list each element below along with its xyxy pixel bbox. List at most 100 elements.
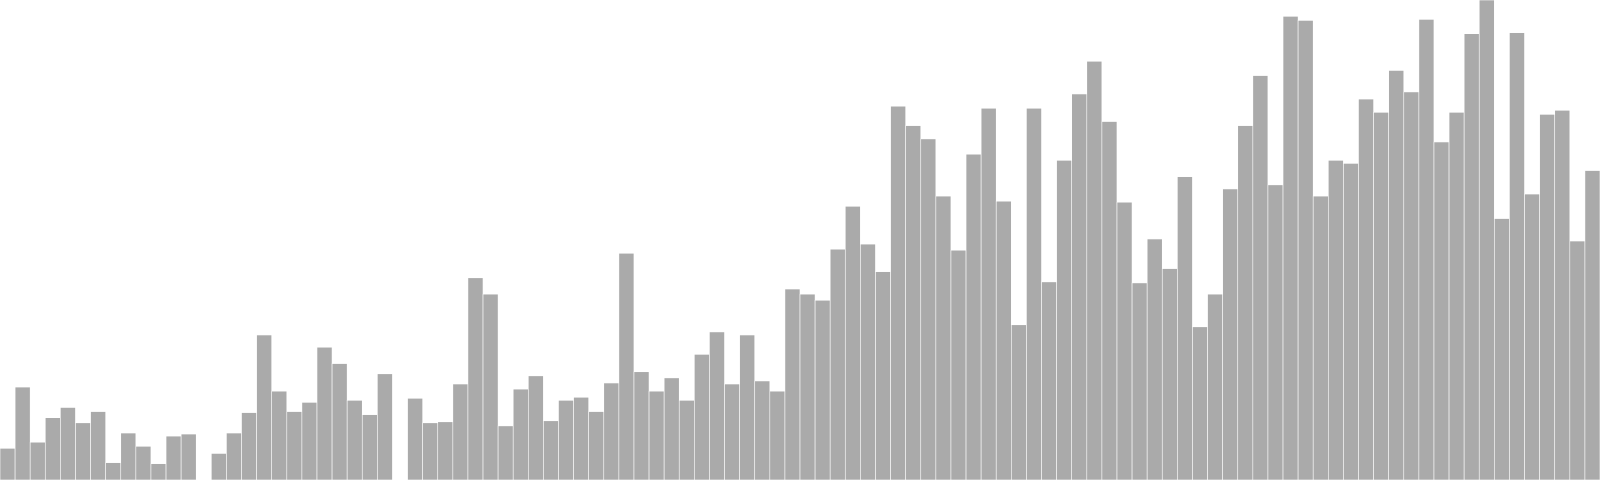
bar [724, 383, 740, 480]
bar [256, 334, 272, 480]
bar [1463, 33, 1480, 480]
bar [44, 417, 61, 480]
bar [1116, 201, 1133, 480]
bar [1478, 0, 1495, 480]
bar [1056, 160, 1072, 480]
bar [1041, 281, 1057, 480]
bar [241, 412, 257, 480]
bar [226, 432, 242, 480]
bar [1192, 326, 1208, 480]
bar [633, 371, 650, 480]
bar [799, 293, 816, 480]
bar [1343, 163, 1359, 480]
bar [75, 422, 91, 480]
bar [663, 377, 680, 480]
bar [920, 138, 937, 480]
bar [995, 200, 1012, 480]
bar [965, 153, 982, 480]
bar [603, 382, 620, 480]
bar [60, 407, 76, 480]
bar [1358, 98, 1374, 480]
bar [890, 105, 906, 480]
bar [875, 271, 891, 480]
bar [1554, 110, 1571, 480]
bar [512, 388, 529, 480]
bar [437, 421, 454, 480]
bar [739, 334, 756, 480]
bar [527, 375, 544, 480]
bar [105, 462, 122, 480]
bar [211, 453, 227, 480]
bar [769, 390, 786, 480]
bar [1328, 160, 1344, 480]
bar [754, 380, 771, 480]
bar [1026, 107, 1042, 480]
bar [1071, 93, 1088, 480]
bar [301, 402, 318, 480]
bar [784, 288, 801, 480]
bar [1509, 32, 1525, 480]
bar [1011, 324, 1027, 480]
bar [29, 441, 46, 480]
bar [1086, 60, 1103, 480]
bar [694, 354, 710, 480]
bar [1539, 114, 1556, 480]
bar [935, 195, 952, 480]
bar [497, 425, 514, 480]
bar [1252, 75, 1269, 480]
bar [1418, 19, 1435, 480]
bar [377, 373, 393, 480]
bar [709, 331, 725, 480]
bar [543, 420, 559, 480]
bar [467, 277, 484, 480]
bar [1267, 184, 1284, 480]
bar [271, 390, 288, 480]
bar [1584, 170, 1600, 480]
bar [1282, 16, 1299, 480]
bar [1433, 141, 1450, 480]
bar [135, 445, 152, 480]
bar [1297, 20, 1314, 480]
bar [165, 435, 182, 480]
bar [1403, 91, 1420, 480]
bar [180, 433, 197, 480]
bar [1373, 112, 1389, 480]
bar [407, 397, 423, 480]
bar [1388, 70, 1405, 480]
bar [860, 243, 876, 480]
bar [1146, 238, 1163, 480]
bar [844, 206, 861, 480]
bar [980, 107, 997, 480]
bar [950, 249, 967, 480]
bar [829, 248, 846, 480]
bar [0, 448, 16, 480]
bar [361, 414, 378, 480]
bar [452, 383, 469, 480]
bar [1207, 293, 1223, 480]
bar [678, 400, 695, 480]
bar [1177, 176, 1193, 480]
bar [1448, 112, 1465, 480]
bar [558, 400, 574, 480]
bar [1222, 188, 1239, 480]
bar [648, 390, 665, 480]
bar [1524, 193, 1540, 480]
bar [1569, 240, 1586, 480]
bar [286, 411, 303, 480]
bar [90, 411, 106, 480]
bar [482, 293, 499, 480]
bar [618, 252, 635, 480]
bar [905, 125, 922, 480]
bar [1494, 218, 1510, 480]
bar [1237, 125, 1254, 480]
bar [588, 411, 605, 480]
bar [120, 432, 137, 480]
bar [14, 386, 31, 480]
bar [573, 396, 589, 480]
bar [814, 299, 831, 480]
bar [331, 363, 348, 480]
bar [422, 422, 439, 480]
bar [1101, 121, 1118, 480]
